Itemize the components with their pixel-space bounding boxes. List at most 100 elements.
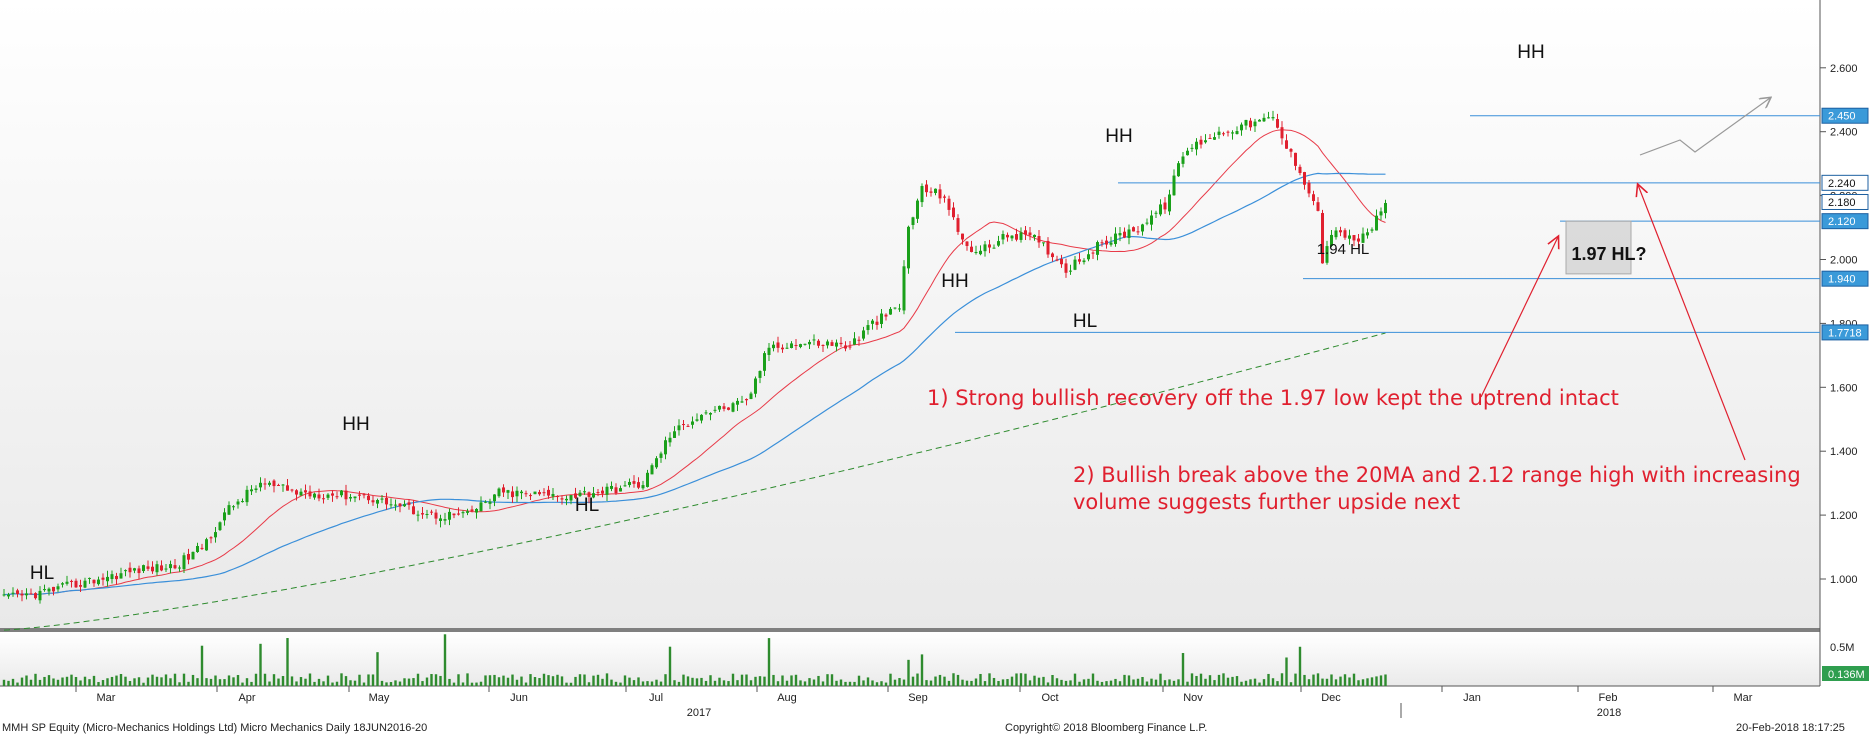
candle bbox=[1334, 230, 1338, 238]
volume-bar bbox=[799, 680, 802, 686]
candle bbox=[1249, 120, 1252, 128]
volume-bar bbox=[169, 678, 172, 686]
candle bbox=[119, 573, 123, 579]
candle bbox=[992, 247, 996, 249]
candle bbox=[380, 498, 384, 500]
volume-bar bbox=[641, 681, 645, 686]
candle bbox=[1033, 234, 1036, 238]
annotation-1: 1) Strong bullish recovery off the 1.97 … bbox=[927, 386, 1619, 410]
volume-bar bbox=[524, 682, 528, 686]
candle bbox=[695, 419, 699, 421]
volume-bar bbox=[1352, 673, 1356, 686]
candle bbox=[1150, 215, 1153, 225]
volume-bar bbox=[1213, 680, 1216, 686]
candle bbox=[52, 586, 55, 592]
volume-bar bbox=[1064, 680, 1068, 686]
candle bbox=[506, 490, 510, 493]
volume-bar bbox=[956, 674, 960, 686]
candle bbox=[317, 494, 321, 499]
volume-bar bbox=[457, 674, 460, 686]
candle bbox=[308, 491, 312, 497]
volume-bar bbox=[938, 674, 942, 686]
candle bbox=[1262, 117, 1266, 122]
month-label: Mar bbox=[1734, 692, 1753, 704]
candle bbox=[673, 431, 676, 438]
consolidation-box bbox=[1565, 220, 1632, 275]
candle bbox=[970, 246, 973, 252]
volume-bar bbox=[119, 673, 123, 686]
candle bbox=[1015, 234, 1018, 240]
y-tick-label: 1.200 bbox=[1830, 510, 1858, 522]
volume-bar bbox=[916, 673, 919, 686]
volume-bar bbox=[209, 678, 213, 686]
volume-bar bbox=[533, 677, 537, 686]
candle bbox=[650, 465, 654, 475]
month-label: Mar bbox=[97, 692, 116, 704]
candle bbox=[1208, 137, 1212, 139]
candle bbox=[1136, 231, 1140, 233]
volume-bar bbox=[659, 681, 663, 686]
volume-bar bbox=[88, 679, 91, 686]
volume-bar bbox=[790, 675, 793, 686]
volume-bar bbox=[844, 681, 847, 686]
volume-bar bbox=[880, 681, 883, 686]
candle bbox=[803, 343, 807, 345]
candle bbox=[335, 496, 339, 498]
volume-bar bbox=[502, 675, 505, 686]
volume-bar bbox=[1060, 679, 1063, 686]
volume-bar bbox=[1375, 676, 1378, 686]
candle bbox=[272, 480, 276, 487]
volume-bar bbox=[943, 676, 946, 686]
volume-bar bbox=[839, 679, 843, 686]
candle bbox=[808, 341, 811, 345]
volume-bar bbox=[29, 679, 33, 686]
candle bbox=[20, 593, 24, 596]
candle bbox=[758, 370, 762, 378]
volume-bar bbox=[43, 676, 46, 686]
volume-bar bbox=[1105, 681, 1108, 686]
candle bbox=[1078, 259, 1081, 262]
volume-bar bbox=[1199, 673, 1203, 686]
candle bbox=[718, 405, 721, 410]
volume-bar bbox=[74, 676, 78, 686]
candle bbox=[880, 313, 883, 324]
candle bbox=[92, 579, 96, 584]
volume-bar bbox=[794, 674, 798, 686]
candle bbox=[794, 345, 798, 347]
candle bbox=[1055, 259, 1059, 261]
volume-bar bbox=[1019, 673, 1023, 686]
candle bbox=[1010, 235, 1014, 239]
volume-bar bbox=[65, 676, 69, 686]
candle bbox=[421, 513, 424, 515]
volume-bar bbox=[263, 673, 267, 686]
volume-bar bbox=[1177, 679, 1180, 686]
candle bbox=[1357, 238, 1360, 242]
month-label: Dec bbox=[1321, 692, 1341, 704]
month-label: Sep bbox=[908, 692, 928, 704]
candle bbox=[245, 489, 249, 503]
volume-bar bbox=[1325, 678, 1329, 686]
volume-bar bbox=[718, 677, 721, 686]
candle bbox=[97, 579, 100, 585]
candle bbox=[461, 512, 465, 514]
candle bbox=[1195, 141, 1198, 150]
volume-bar bbox=[299, 677, 303, 686]
volume-bar bbox=[1087, 678, 1090, 686]
volume-bar bbox=[358, 674, 361, 686]
candle bbox=[884, 314, 888, 317]
candle bbox=[268, 482, 271, 485]
y-tick-label: 2.400 bbox=[1830, 127, 1858, 139]
volume-bar bbox=[1226, 677, 1230, 686]
candle bbox=[1258, 119, 1261, 122]
candle bbox=[106, 576, 109, 582]
volume-bar bbox=[110, 676, 114, 686]
volume-bar bbox=[1280, 673, 1284, 686]
volume-bar bbox=[731, 673, 735, 686]
candle bbox=[614, 487, 618, 494]
volume-bar bbox=[578, 674, 582, 686]
volume-bar bbox=[290, 676, 294, 686]
candle bbox=[772, 344, 775, 349]
candle bbox=[448, 511, 451, 520]
volume-bar bbox=[466, 673, 469, 686]
swing-label: HL bbox=[1073, 311, 1097, 332]
